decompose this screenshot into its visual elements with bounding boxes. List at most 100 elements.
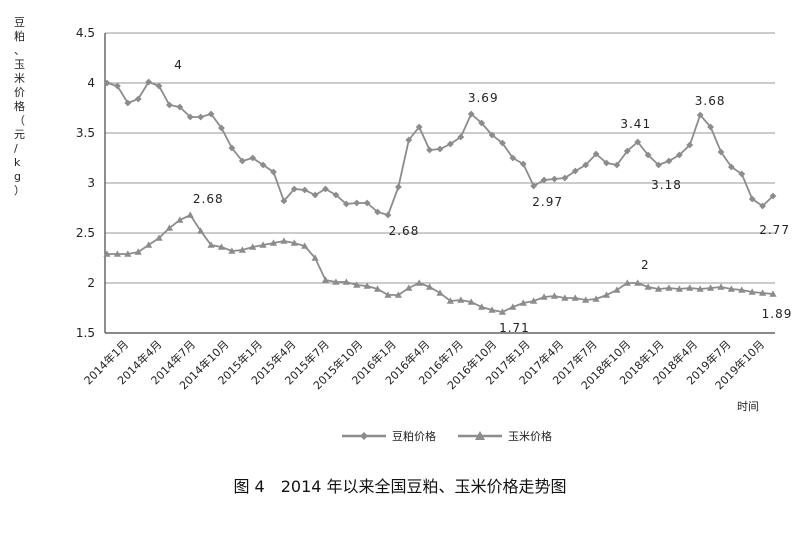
soymeal-point bbox=[707, 123, 714, 131]
soymeal-point bbox=[426, 146, 433, 154]
corn-point bbox=[592, 295, 600, 302]
corn-point bbox=[124, 250, 132, 257]
soymeal-point bbox=[727, 163, 735, 171]
y-axis-label: 豆粕、玉米价格（元/k g） bbox=[14, 16, 25, 197]
y-tick-label: 4.5 bbox=[76, 26, 95, 40]
soymeal-point bbox=[384, 211, 392, 219]
corn-point bbox=[675, 285, 683, 292]
soymeal-point bbox=[353, 199, 361, 207]
corn-point bbox=[155, 234, 163, 241]
legend-label-soymeal: 豆粕价格 bbox=[392, 429, 436, 443]
soymeal-point bbox=[623, 147, 631, 155]
soymeal-point bbox=[342, 200, 350, 208]
corn-point bbox=[634, 279, 642, 286]
soymeal-point bbox=[644, 151, 652, 159]
data-label: 2.77 bbox=[759, 223, 790, 237]
corn-point bbox=[238, 246, 246, 253]
soymeal-point bbox=[738, 170, 746, 178]
data-label: 3.68 bbox=[695, 94, 726, 108]
soymeal-point bbox=[405, 136, 413, 144]
corn-point bbox=[748, 288, 756, 295]
corn-point bbox=[197, 227, 205, 234]
soymeal-point bbox=[322, 185, 329, 193]
corn-point bbox=[644, 283, 652, 290]
soymeal-point bbox=[519, 160, 527, 168]
soymeal-point bbox=[436, 145, 444, 153]
soymeal-point bbox=[415, 123, 423, 131]
corn-point bbox=[311, 254, 319, 261]
legend-label-corn: 玉米价格 bbox=[508, 429, 552, 443]
data-label: 2.68 bbox=[389, 224, 420, 238]
data-label: 1.89 bbox=[762, 307, 793, 321]
corn-point bbox=[415, 279, 423, 286]
corn-point bbox=[509, 303, 517, 310]
corn-point bbox=[488, 306, 496, 313]
soymeal-point bbox=[134, 95, 142, 103]
soymeal-point bbox=[124, 99, 132, 107]
corn-point bbox=[654, 285, 663, 292]
soymeal-point bbox=[665, 157, 673, 165]
corn-point bbox=[478, 303, 486, 310]
soymeal-point bbox=[270, 168, 277, 176]
soymeal-point bbox=[551, 175, 558, 183]
corn-point bbox=[540, 293, 548, 300]
soymeal-point bbox=[561, 174, 569, 182]
soymeal-point bbox=[530, 182, 538, 190]
soymeal-point bbox=[186, 113, 194, 121]
corn-point bbox=[727, 285, 735, 292]
corn-point bbox=[550, 292, 559, 299]
soymeal-point bbox=[603, 159, 610, 167]
soymeal-point bbox=[509, 154, 517, 162]
corn-point bbox=[405, 284, 413, 291]
soymeal-point bbox=[759, 202, 766, 210]
legend-item-corn: 玉米价格 bbox=[458, 429, 552, 443]
soymeal-point bbox=[769, 192, 777, 200]
gridlines bbox=[105, 32, 775, 334]
soymeal-point bbox=[374, 208, 381, 216]
corn-point bbox=[571, 294, 579, 301]
data-label: 3.41 bbox=[620, 117, 651, 131]
soymeal-point bbox=[696, 111, 704, 119]
corn-point bbox=[696, 285, 704, 292]
soymeal-point bbox=[207, 110, 215, 118]
soymeal-point bbox=[394, 183, 402, 191]
data-label: 1.71 bbox=[499, 321, 530, 335]
corn-point bbox=[269, 239, 278, 246]
corn-point bbox=[623, 279, 631, 286]
soymeal-point bbox=[686, 141, 694, 149]
corn-point bbox=[425, 283, 434, 290]
corn-point bbox=[582, 296, 590, 303]
corn-point bbox=[280, 237, 288, 244]
corn-point bbox=[665, 284, 673, 291]
soymeal-point bbox=[748, 195, 756, 203]
corn-point bbox=[103, 250, 111, 257]
soymeal-point bbox=[332, 191, 340, 199]
corn-point bbox=[332, 278, 340, 285]
corn-point bbox=[207, 241, 215, 248]
legend-item-soymeal: 豆粕价格 bbox=[342, 429, 436, 443]
corn-point bbox=[176, 216, 184, 223]
corn-point bbox=[353, 281, 361, 288]
corn-point bbox=[436, 289, 444, 296]
soymeal-point bbox=[228, 144, 236, 152]
soymeal-point bbox=[478, 119, 486, 127]
corn-point bbox=[145, 241, 153, 248]
legend-triangle-marker-icon bbox=[475, 431, 485, 440]
y-tick-label: 3 bbox=[87, 176, 95, 190]
soymeal-point bbox=[259, 161, 267, 169]
corn-point bbox=[519, 299, 527, 306]
y-tick-label: 4 bbox=[87, 76, 95, 90]
corn-point bbox=[457, 296, 465, 303]
corn-point bbox=[758, 289, 767, 296]
corn-point bbox=[217, 243, 226, 250]
corn-point bbox=[613, 286, 621, 293]
y-tick-label: 2.5 bbox=[76, 226, 95, 240]
corn-point bbox=[467, 298, 475, 305]
soymeal-point bbox=[290, 185, 298, 193]
soymeal-point bbox=[717, 148, 725, 156]
soymeal-point bbox=[582, 161, 590, 169]
corn-point bbox=[769, 290, 777, 297]
corn-point bbox=[602, 291, 611, 298]
data-annotations: 4 2.68 2.68 3.69 1.71 2.97 3.41 3.18 2 3.68 2.77 1.… bbox=[174, 58, 793, 335]
